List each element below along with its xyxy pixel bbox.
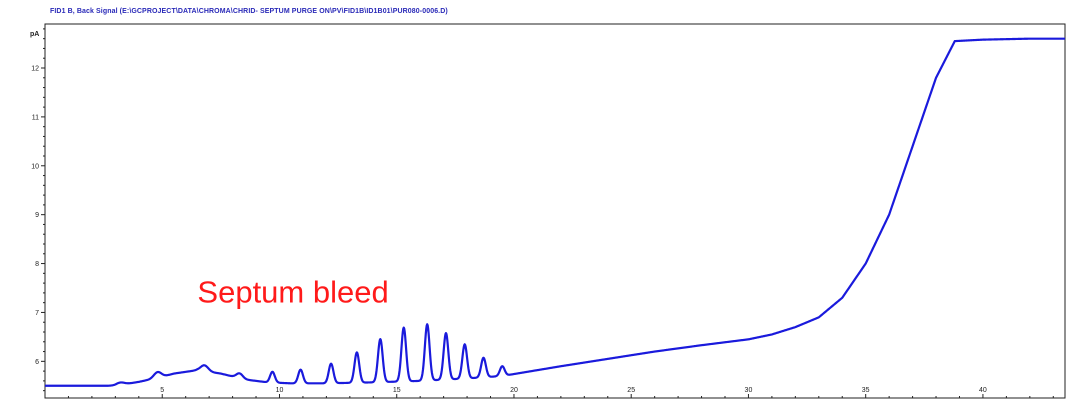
- y-tick-label: 8: [35, 261, 39, 268]
- y-tick-label: 11: [32, 114, 39, 121]
- x-tick-label: 25: [627, 387, 635, 394]
- x-tick-label: 10: [276, 387, 284, 394]
- plot-frame: [44, 23, 1066, 399]
- x-tick-label: 35: [862, 387, 870, 394]
- x-tick-label: 15: [393, 387, 401, 394]
- x-tick-label: 40: [979, 387, 987, 394]
- chart-title: FID1 B, Back Signal (E:\GCPROJECT\DATA\C…: [50, 8, 448, 15]
- axis-tick-labels: 6 7 8 9 10 11 12 5 10 15 20 25 30 35 40: [31, 66, 987, 395]
- axis-ticks: [41, 28, 1054, 398]
- y-tick-label: 10: [31, 163, 39, 170]
- x-tick-label: 30: [745, 387, 753, 394]
- y-axis-unit-label: pA: [30, 31, 39, 38]
- signal-trace: [44, 37, 1066, 387]
- x-tick-label: 5: [160, 387, 164, 394]
- x-tick-label: 20: [510, 387, 518, 394]
- y-tick-label: 7: [35, 310, 39, 317]
- y-tick-label: 6: [35, 359, 39, 366]
- y-tick-label: 9: [35, 212, 39, 219]
- septum-bleed-annotation: Septum bleed: [197, 275, 388, 310]
- y-tick-label: 12: [31, 66, 39, 73]
